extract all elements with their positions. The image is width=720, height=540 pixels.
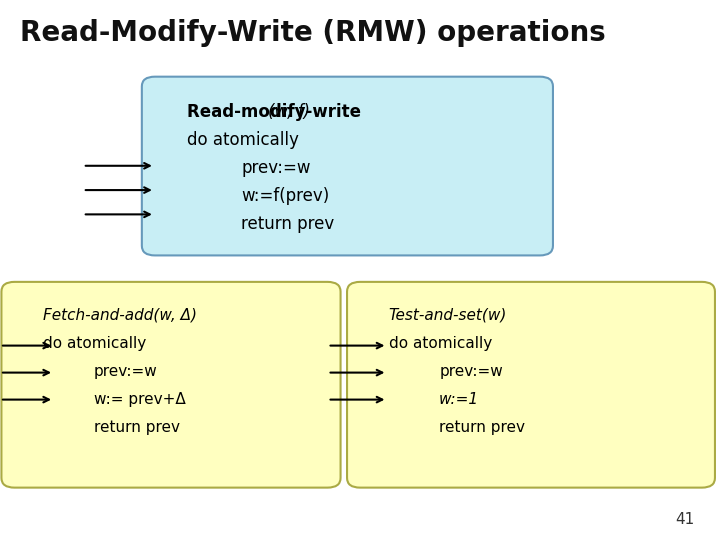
Text: Test-and-set(w): Test-and-set(w) xyxy=(389,308,507,323)
FancyBboxPatch shape xyxy=(142,77,553,255)
Text: 41: 41 xyxy=(675,511,695,526)
Text: w:=1: w:=1 xyxy=(439,392,480,407)
Text: do atomically: do atomically xyxy=(187,131,299,149)
Text: w:=f(prev): w:=f(prev) xyxy=(241,187,330,205)
Text: w:= prev+Δ: w:= prev+Δ xyxy=(94,392,185,407)
FancyBboxPatch shape xyxy=(1,282,341,488)
Text: return prev: return prev xyxy=(439,420,525,435)
Text: Fetch-and-add(w, Δ): Fetch-and-add(w, Δ) xyxy=(43,308,197,323)
Text: return prev: return prev xyxy=(241,215,335,233)
Text: Read-Modify-Write (RMW) operations: Read-Modify-Write (RMW) operations xyxy=(20,19,606,47)
FancyBboxPatch shape xyxy=(347,282,715,488)
Text: return prev: return prev xyxy=(94,420,179,435)
Text: Read-modify-write: Read-modify-write xyxy=(187,103,367,120)
Text: (w, f): (w, f) xyxy=(268,103,310,120)
Text: do atomically: do atomically xyxy=(43,336,146,351)
Text: prev:=w: prev:=w xyxy=(94,364,158,379)
Text: prev:=w: prev:=w xyxy=(241,159,311,177)
Text: prev:=w: prev:=w xyxy=(439,364,503,379)
Text: do atomically: do atomically xyxy=(389,336,492,351)
